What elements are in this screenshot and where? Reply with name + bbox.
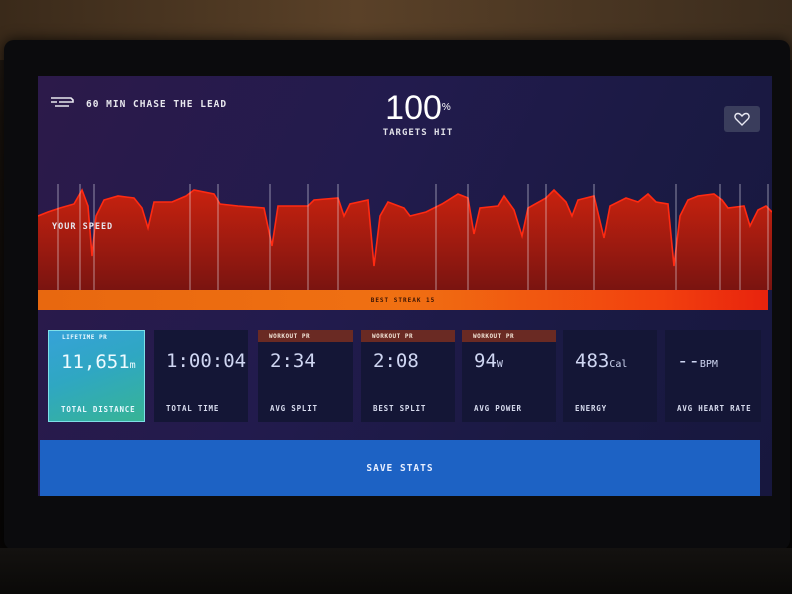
class-title: 60 MIN CHASE THE LEAD <box>86 99 228 110</box>
best-split-value: 2:08 <box>373 350 419 372</box>
total-distance-unit: m <box>129 360 136 371</box>
workout-pr-badge: WORKOUT PR <box>462 330 556 342</box>
total-time-value: 1:00:04 <box>166 350 247 372</box>
targets-hit-value: 100 <box>385 89 442 127</box>
heart-icon <box>734 112 750 126</box>
speed-chart <box>38 184 772 290</box>
workout-summary-screen: 60 MIN CHASE THE LEAD 100% TARGETS HIT Y… <box>38 76 772 496</box>
best-split-label: BEST SPLIT <box>373 404 427 413</box>
workout-pr-badge: WORKOUT PR <box>258 330 353 342</box>
energy-label: ENERGY <box>575 404 607 413</box>
targets-hit-label: TARGETS HIT <box>382 128 454 138</box>
favorite-button[interactable] <box>724 106 760 132</box>
brand-logo-icon <box>51 97 74 107</box>
speed-area <box>38 190 772 290</box>
targets-hit-unit: % <box>441 102 451 113</box>
best-streak-bar: BEST STREAK 15 <box>38 290 768 310</box>
avg-power-unit: W <box>496 359 503 370</box>
stat-tile-avg-power: WORKOUT PR 94W AVG POWER <box>462 330 556 422</box>
avg-power-label: AVG POWER <box>474 404 522 413</box>
total-distance-label: TOTAL DISTANCE <box>61 405 136 414</box>
targets-hit-summary: 100% TARGETS HIT <box>358 90 478 138</box>
background-floor <box>0 548 792 594</box>
workout-pr-badge: WORKOUT PR <box>361 330 455 342</box>
total-time-label: TOTAL TIME <box>166 404 220 413</box>
speed-line <box>38 188 772 267</box>
lifetime-pr-badge: LIFETIME PR <box>62 334 108 341</box>
avg-split-value: 2:34 <box>270 350 316 372</box>
best-streak-label: BEST STREAK 15 <box>370 297 436 304</box>
save-stats-button[interactable]: SAVE STATS <box>40 440 760 496</box>
avg-power-value: 94 <box>474 350 497 372</box>
stat-tile-total-time: 1:00:04 TOTAL TIME <box>154 330 248 422</box>
energy-unit: Cal <box>609 359 628 370</box>
stat-tile-avg-split: WORKOUT PR 2:34 AVG SPLIT <box>258 330 353 422</box>
avg-heart-rate-label: AVG HEART RATE <box>677 404 752 413</box>
avg-split-label: AVG SPLIT <box>270 404 318 413</box>
avg-heart-rate-value: -- <box>677 350 700 372</box>
stat-tile-energy: 483Cal ENERGY <box>563 330 657 422</box>
speed-series-label: YOUR SPEED <box>52 222 114 232</box>
stat-tile-avg-heart-rate: --BPM AVG HEART RATE <box>665 330 761 422</box>
energy-value: 483 <box>575 350 610 372</box>
total-distance-value: 11,651 <box>61 351 130 373</box>
stat-tile-best-split: WORKOUT PR 2:08 BEST SPLIT <box>361 330 455 422</box>
stat-tile-total-distance: LIFETIME PR 11,651m TOTAL DISTANCE <box>48 330 145 422</box>
avg-heart-rate-unit: BPM <box>699 359 718 370</box>
